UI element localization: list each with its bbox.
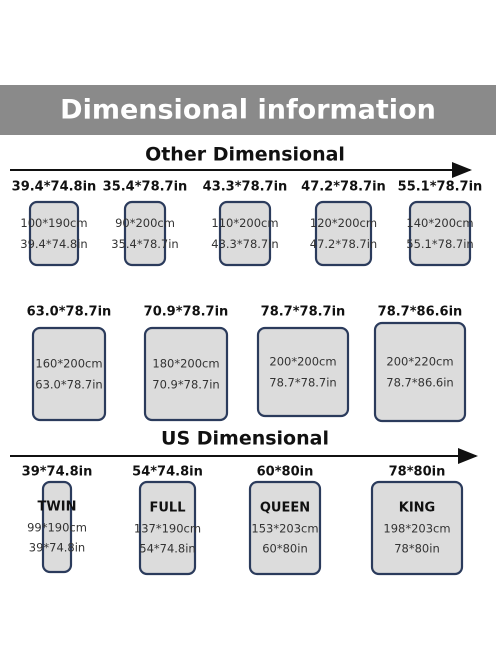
- size-cm: 198*203cm: [383, 522, 450, 536]
- size-box: [408, 200, 472, 267]
- size-inch: 70.9*78.7in: [152, 378, 219, 392]
- section-title: Other Dimensional: [145, 144, 345, 166]
- size-box: [143, 326, 229, 422]
- size-cm: 153*203cm: [251, 522, 318, 536]
- size-inch: 47.2*78.7in: [310, 237, 377, 251]
- size-box: [218, 200, 272, 267]
- size-inch: 35.4*78.7in: [111, 237, 178, 251]
- size-label: 78.7*78.7in: [261, 305, 346, 320]
- size-cm: 160*200cm: [35, 357, 102, 371]
- section-title: US Dimensional: [161, 428, 329, 450]
- size-cm: 100*190cm: [20, 216, 87, 230]
- size-inch: 55.1*78.7in: [406, 237, 473, 251]
- size-label: 78*80in: [389, 465, 446, 480]
- size-name: TWIN: [38, 500, 77, 515]
- size-label: 43.3*78.7in: [203, 180, 288, 195]
- size-cm: 120*200cm: [310, 216, 377, 230]
- size-name: QUEEN: [260, 501, 310, 516]
- size-inch: 39.4*74.8in: [20, 237, 87, 251]
- size-inch: 60*80in: [262, 542, 308, 556]
- size-label: 39*74.8in: [22, 465, 93, 480]
- size-label: 63.0*78.7in: [27, 305, 112, 320]
- size-inch: 78.7*86.6in: [386, 376, 453, 390]
- size-cm: 99*190cm: [27, 521, 87, 535]
- title: Dimensional information: [60, 95, 436, 126]
- size-label: 55.1*78.7in: [398, 180, 483, 195]
- size-cm: 140*200cm: [406, 216, 473, 230]
- size-cm: 137*190cm: [134, 522, 201, 536]
- size-inch: 78.7*78.7in: [269, 376, 336, 390]
- size-inch: 54*74.8in: [139, 542, 195, 556]
- size-label: 47.2*78.7in: [301, 180, 386, 195]
- size-cm: 180*200cm: [152, 357, 219, 371]
- size-box: [28, 200, 80, 267]
- size-box: [31, 326, 107, 422]
- size-label: 60*80in: [257, 465, 314, 480]
- size-box: [138, 480, 197, 576]
- size-box: [248, 480, 322, 576]
- size-box: [373, 321, 467, 423]
- size-label: 78.7*86.6in: [378, 305, 463, 320]
- size-cm: 90*200cm: [115, 216, 175, 230]
- size-label: 70.9*78.7in: [144, 305, 229, 320]
- size-label: 39.4*74.8in: [12, 180, 97, 195]
- size-label: 54*74.8in: [132, 465, 203, 480]
- size-box: [314, 200, 373, 267]
- size-name: FULL: [149, 501, 185, 516]
- size-box: [123, 200, 167, 267]
- size-cm: 200*220cm: [386, 355, 453, 369]
- size-label: 35.4*78.7in: [103, 180, 188, 195]
- size-cm: 110*200cm: [211, 216, 278, 230]
- size-cm: 200*200cm: [269, 355, 336, 369]
- size-box: [256, 326, 350, 418]
- size-inch: 78*80in: [394, 542, 440, 556]
- size-inch: 39*74.8in: [29, 541, 85, 555]
- banner: [0, 85, 496, 135]
- size-inch: 43.3*78.7in: [211, 237, 278, 251]
- size-box: [41, 480, 73, 574]
- size-name: KING: [399, 501, 435, 516]
- size-box: [370, 480, 464, 576]
- size-inch: 63.0*78.7in: [35, 378, 102, 392]
